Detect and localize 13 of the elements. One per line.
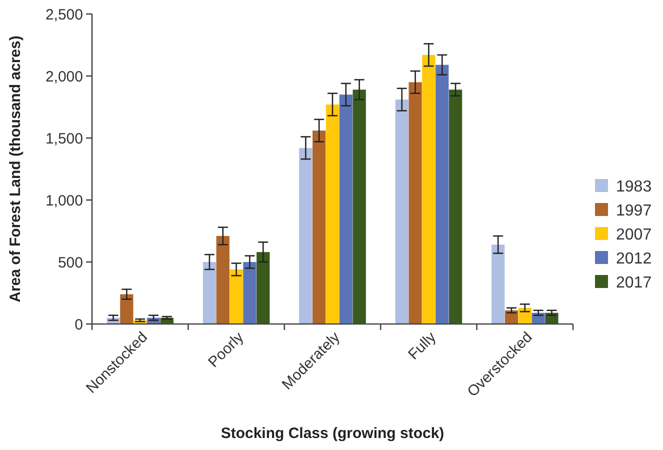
legend-label: 2012 (616, 250, 652, 268)
y-tick-label: 2,000 (45, 68, 83, 86)
y-tick-label: 500 (58, 254, 83, 272)
x-axis-title: Stocking Class (growing stock) (220, 425, 444, 442)
y-tick-label: 1,500 (45, 130, 83, 148)
y-tick-label: 0 (74, 316, 83, 334)
legend-label: 1983 (616, 178, 652, 196)
legend-label: 1997 (616, 202, 652, 220)
y-tick-label: 2,500 (45, 6, 83, 24)
legend-label: 2007 (616, 226, 652, 244)
y-axis-title: Area of Forest Land (thousand acres) (7, 36, 24, 302)
legend-label: 2017 (616, 274, 652, 292)
y-tick-label: 1,000 (45, 192, 83, 210)
